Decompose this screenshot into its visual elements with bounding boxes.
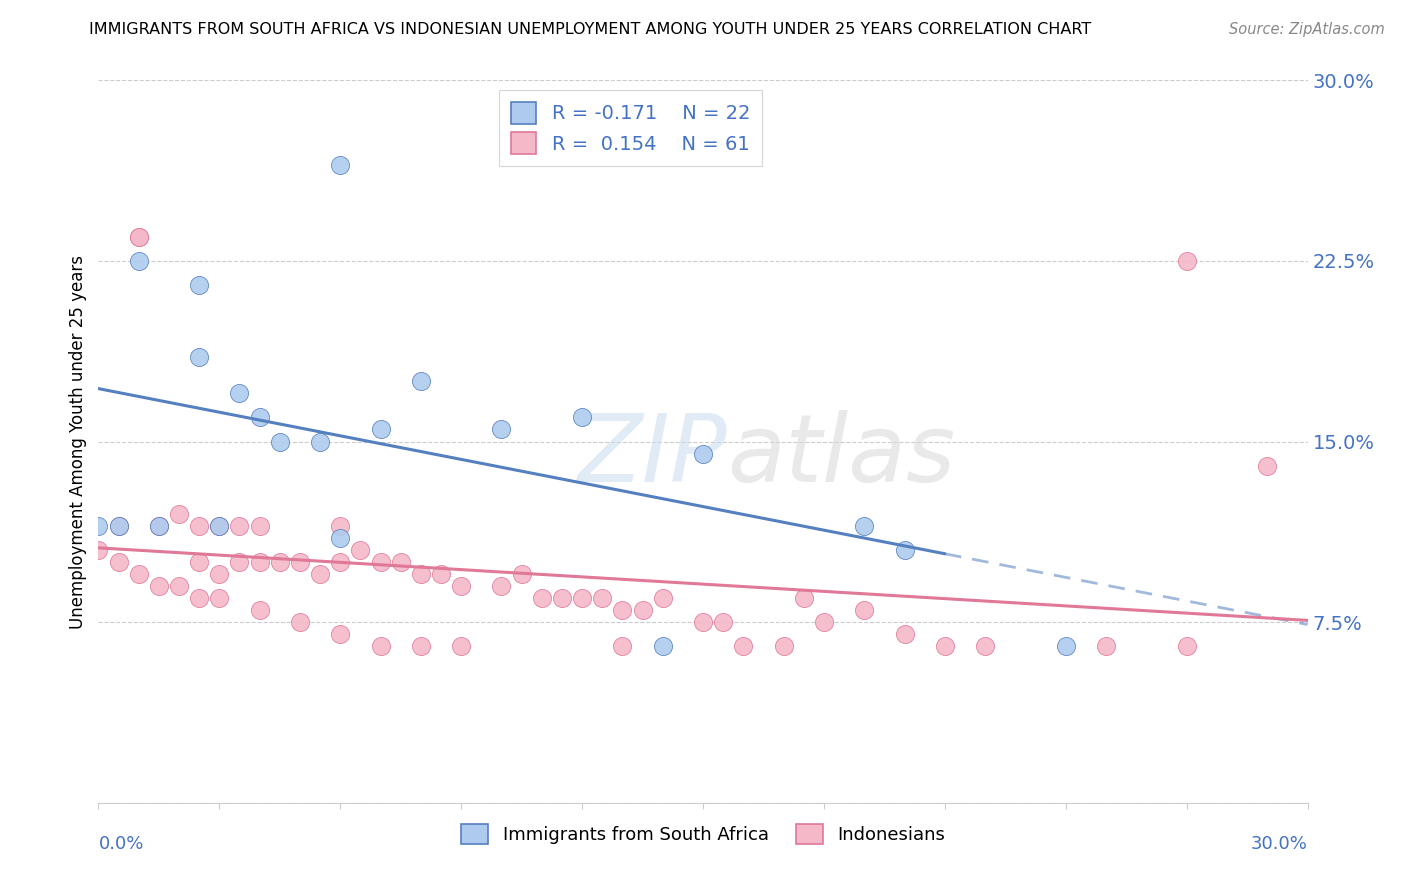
Point — [148, 518, 170, 533]
Point — [934, 639, 956, 653]
Point — [167, 579, 190, 593]
Point — [974, 639, 997, 653]
Text: ZIP: ZIP — [578, 410, 727, 501]
Point — [733, 639, 755, 653]
Point — [370, 555, 392, 569]
Point — [249, 518, 271, 533]
Point — [1095, 639, 1118, 653]
Point — [1175, 639, 1198, 653]
Point — [167, 507, 190, 521]
Point — [249, 555, 271, 569]
Point — [853, 518, 876, 533]
Point — [249, 603, 271, 617]
Point — [551, 591, 574, 605]
Point — [188, 350, 211, 364]
Point — [148, 518, 170, 533]
Point — [1256, 458, 1278, 473]
Point — [269, 434, 291, 449]
Point — [772, 639, 794, 653]
Text: atlas: atlas — [727, 410, 956, 501]
Point — [329, 518, 352, 533]
Point — [107, 518, 129, 533]
Point — [208, 518, 231, 533]
Point — [349, 542, 371, 557]
Point — [188, 555, 211, 569]
Point — [591, 591, 613, 605]
Point — [692, 446, 714, 460]
Point — [409, 374, 432, 388]
Point — [309, 434, 332, 449]
Legend: R = -0.171    N = 22, R =  0.154    N = 61: R = -0.171 N = 22, R = 0.154 N = 61 — [499, 90, 762, 166]
Point — [128, 230, 150, 244]
Point — [288, 615, 311, 630]
Point — [329, 555, 352, 569]
Point — [249, 410, 271, 425]
Point — [692, 615, 714, 630]
Point — [188, 591, 211, 605]
Point — [188, 518, 211, 533]
Point — [128, 253, 150, 268]
Point — [329, 157, 352, 171]
Point — [208, 591, 231, 605]
Point — [1175, 253, 1198, 268]
Point — [228, 518, 250, 533]
Point — [188, 277, 211, 292]
Point — [510, 567, 533, 582]
Point — [128, 567, 150, 582]
Point — [329, 627, 352, 641]
Point — [148, 579, 170, 593]
Point — [228, 386, 250, 401]
Point — [793, 591, 815, 605]
Point — [107, 555, 129, 569]
Point — [651, 639, 673, 653]
Point — [893, 542, 915, 557]
Point — [450, 639, 472, 653]
Point — [128, 230, 150, 244]
Y-axis label: Unemployment Among Youth under 25 years: Unemployment Among Youth under 25 years — [69, 254, 87, 629]
Point — [612, 639, 634, 653]
Point — [651, 591, 673, 605]
Point — [530, 591, 553, 605]
Point — [208, 567, 231, 582]
Point — [491, 422, 513, 436]
Point — [370, 639, 392, 653]
Text: 30.0%: 30.0% — [1251, 835, 1308, 854]
Point — [208, 518, 231, 533]
Point — [491, 579, 513, 593]
Point — [1054, 639, 1077, 653]
Point — [571, 591, 593, 605]
Point — [631, 603, 654, 617]
Point — [288, 555, 311, 569]
Point — [853, 603, 876, 617]
Point — [329, 531, 352, 545]
Point — [612, 603, 634, 617]
Text: IMMIGRANTS FROM SOUTH AFRICA VS INDONESIAN UNEMPLOYMENT AMONG YOUTH UNDER 25 YEA: IMMIGRANTS FROM SOUTH AFRICA VS INDONESI… — [90, 22, 1091, 37]
Point — [711, 615, 734, 630]
Point — [409, 567, 432, 582]
Point — [107, 518, 129, 533]
Point — [370, 422, 392, 436]
Point — [893, 627, 915, 641]
Point — [571, 410, 593, 425]
Point — [309, 567, 332, 582]
Point — [87, 518, 110, 533]
Point — [409, 639, 432, 653]
Point — [813, 615, 835, 630]
Point — [389, 555, 412, 569]
Point — [430, 567, 453, 582]
Text: Source: ZipAtlas.com: Source: ZipAtlas.com — [1229, 22, 1385, 37]
Point — [87, 542, 110, 557]
Point — [269, 555, 291, 569]
Text: 0.0%: 0.0% — [98, 835, 143, 854]
Point — [450, 579, 472, 593]
Point — [228, 555, 250, 569]
